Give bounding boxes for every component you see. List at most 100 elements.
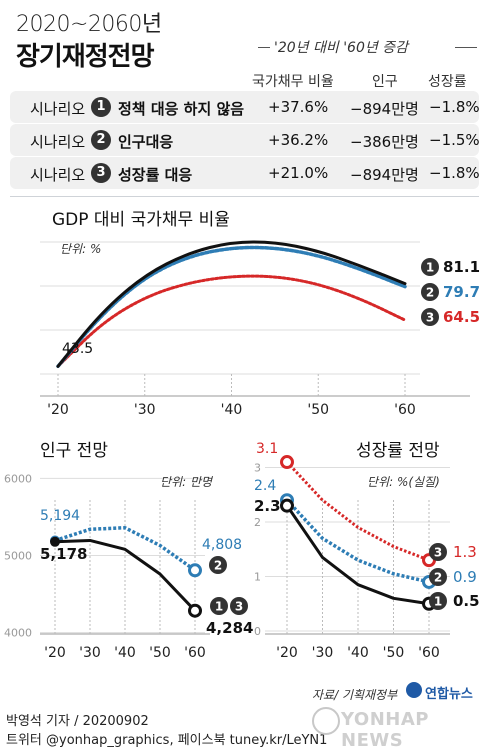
byline: 박영석 기자 / 20200902: [6, 714, 149, 729]
debt-series-badge-circle: [421, 283, 439, 301]
debt-change: +36.2%: [268, 131, 329, 149]
pop-end-marker: [188, 563, 202, 578]
scenario-badge: 1: [91, 97, 111, 117]
pop-x-tick: '30: [79, 645, 101, 661]
debt-x-tick: '50: [307, 402, 329, 418]
column-header-growth: 성장률: [428, 74, 467, 90]
pop-y-tick: 4000: [4, 627, 32, 640]
debt-end-label: 79.7: [443, 283, 480, 301]
pop-start-marker: [50, 536, 60, 547]
brand-name: 연합뉴스: [425, 687, 473, 702]
pop-start-label: 5,178: [40, 545, 87, 563]
debt-series-line-s3: [56, 274, 407, 368]
growth-start-label: 3.1: [256, 441, 278, 457]
pop-y-tick: 6000: [4, 472, 32, 485]
pop-end-label: 4,808: [202, 537, 242, 553]
debt-change: +37.6%: [268, 98, 329, 116]
scenario-row: 시나리오 2 인구대응 +36.2% −386만명 −1.5%: [10, 124, 480, 156]
growth-series-line-s3: [285, 461, 430, 562]
debt-series-line-s1: [56, 240, 407, 368]
growth-series-badge: 1: [434, 595, 442, 609]
page-title: 장기재정전망: [16, 42, 155, 72]
period-divider-left: [258, 47, 270, 48]
pop-series-badge-circle: [230, 597, 248, 615]
scenario-prefix: 시나리오: [30, 166, 86, 184]
growth-start-marker: [280, 498, 294, 513]
pop-end-marker: [188, 603, 202, 618]
source-label: 자료/ 기획재정부: [312, 688, 398, 702]
population-chart-unit: 단위: 만명: [160, 475, 213, 489]
column-header-population: 인구: [372, 74, 398, 90]
pop-end-label: 4,284: [206, 619, 253, 637]
pop-series-badge-circle: [210, 597, 228, 615]
debt-end-label: 64.5: [443, 308, 480, 326]
pop-series-badge: 3: [235, 600, 243, 614]
pop-y-tick: 5000: [4, 550, 32, 563]
yonhap-logo-icon: [406, 682, 422, 698]
debt-x-tick: '20: [47, 402, 69, 418]
population-chart-title: 인구 전망: [40, 441, 108, 461]
growth-change: −1.8%: [429, 98, 480, 116]
watermark: YONHAP NEWS: [341, 709, 429, 751]
growth-change: −1.8%: [429, 164, 480, 182]
population-change: −894만명: [350, 100, 419, 118]
debt-x-tick: '60: [394, 402, 416, 418]
pop-x-tick: '50: [149, 645, 171, 661]
debt-start-label: 43.5: [62, 341, 93, 357]
growth-series-badge-circle: [429, 568, 447, 586]
debt-x-tick: '30: [134, 402, 156, 418]
pop-start-label: 5,194: [40, 508, 80, 524]
scenario-prefix: 시나리오: [30, 133, 86, 151]
growth-start-label: 2.3: [254, 497, 281, 515]
growth-y-tick: 3: [254, 462, 261, 475]
growth-series-badge: 2: [434, 571, 442, 585]
growth-start-label: 2.4: [254, 478, 276, 494]
debt-series-badge-circle: [421, 308, 439, 326]
pop-series-badge: 1: [215, 600, 223, 614]
debt-series-badge-circle: [421, 258, 439, 276]
pop-series-badge-circle: [209, 556, 227, 574]
scenario-badge: 3: [91, 163, 111, 183]
growth-series-badge: 3: [434, 546, 442, 560]
growth-chart-unit: 단위: %(실질): [367, 475, 440, 489]
growth-end-label: 1.3: [453, 543, 477, 561]
growth-series-line-s1: [285, 504, 430, 606]
population-change: −894만명: [350, 166, 419, 184]
scenario-row: 시나리오 1 정책 대응 하지 않음 +37.6% −894만명 −1.8%: [10, 91, 480, 123]
growth-end-label: 0.9: [453, 568, 477, 586]
debt-x-tick: '40: [221, 402, 243, 418]
debt-series-badge: 3: [426, 311, 434, 325]
growth-series-badge-circle: [429, 543, 447, 561]
growth-start-marker: [280, 455, 294, 470]
scenario-name: 성장률 대응: [118, 166, 193, 184]
social-links: 트위터 @yonhap_graphics, 페이스북 tuney.kr/LeYN…: [6, 733, 328, 748]
pop-x-tick: '40: [114, 645, 136, 661]
growth-x-tick: '60: [418, 645, 440, 661]
growth-y-tick: 0: [254, 625, 261, 638]
pop-series-badge: 2: [214, 559, 222, 573]
growth-series-badge-circle: [429, 592, 447, 610]
pop-series-line-s2: [54, 526, 197, 572]
debt-chart-unit: 단위: %: [60, 242, 102, 256]
scenario-name: 정책 대응 하지 않음: [118, 100, 245, 118]
pop-series-line-s1: [54, 538, 197, 612]
growth-x-tick: '30: [312, 645, 334, 661]
scenario-row: 시나리오 3 성장률 대응 +21.0% −894만명 −1.8%: [10, 157, 480, 189]
growth-x-tick: '40: [347, 645, 369, 661]
growth-y-tick: 2: [254, 516, 261, 529]
debt-series-badge: 1: [426, 261, 434, 275]
scenario-badge: 2: [91, 130, 111, 150]
pop-x-tick: '60: [184, 645, 206, 661]
debt-end-label: 81.1: [443, 258, 480, 276]
period-label: '20년 대비 '60년 증감: [274, 40, 408, 56]
column-header-debt: 국가채무 비율: [252, 74, 334, 90]
watermark-logo-icon: [312, 707, 340, 735]
debt-change: +21.0%: [268, 164, 329, 182]
growth-change: −1.5%: [429, 131, 480, 149]
pop-x-tick: '20: [44, 645, 66, 661]
section-divider: [10, 196, 479, 197]
growth-end-label: 0.5: [453, 592, 480, 610]
debt-chart-title: GDP 대비 국가채무 비율: [52, 210, 230, 230]
period-divider-right: [455, 47, 477, 48]
